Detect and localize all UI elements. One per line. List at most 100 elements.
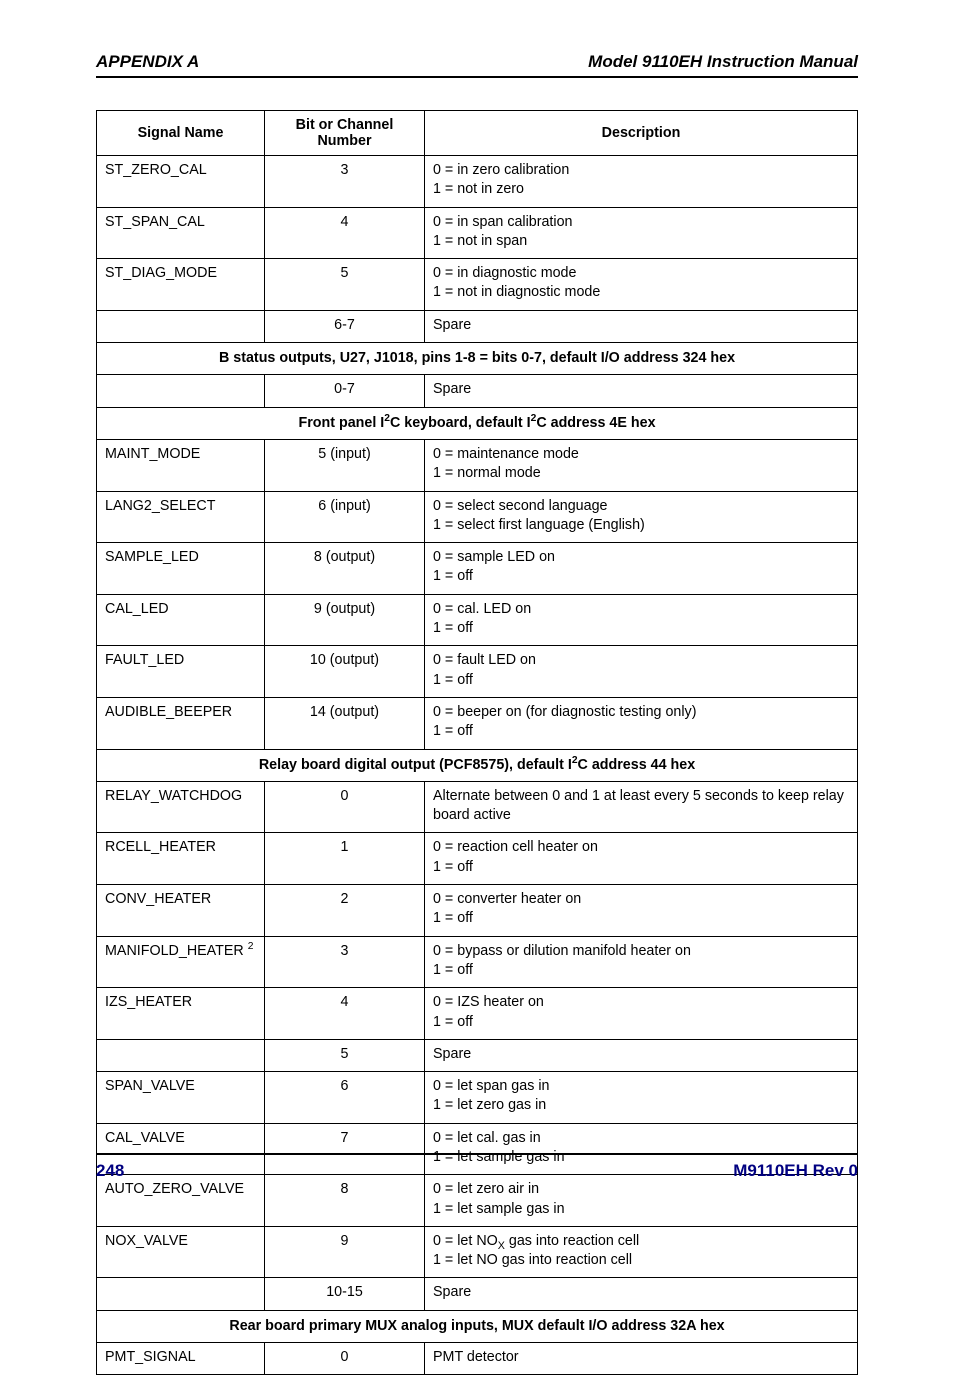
page: APPENDIX A Model 9110EH Instruction Manu…: [0, 0, 954, 1235]
table-row: 5Spare: [97, 1039, 858, 1071]
cell-description: 0 = in diagnostic mode1 = not in diagnos…: [425, 259, 858, 311]
cell-description: Alternate between 0 and 1 at least every…: [425, 781, 858, 833]
page-header: APPENDIX A Model 9110EH Instruction Manu…: [96, 52, 858, 78]
table-row: 10-15Spare: [97, 1278, 858, 1310]
cell-description: 0 = beeper on (for diagnostic testing on…: [425, 697, 858, 749]
page-footer: 248 M9110EH Rev 0: [96, 1153, 858, 1181]
cell-description: 0 = let zero air in1 = let sample gas in: [425, 1175, 858, 1227]
cell-description: 0 = let span gas in1 = let zero gas in: [425, 1072, 858, 1124]
table-row: SPAN_VALVE60 = let span gas in1 = let ze…: [97, 1072, 858, 1124]
section-row: B status outputs, U27, J1018, pins 1-8 =…: [97, 343, 858, 375]
cell-description: Spare: [425, 1039, 858, 1071]
table-header-row: Signal Name Bit or Channel Number Descri…: [97, 111, 858, 156]
table-row: AUTO_ZERO_VALVE80 = let zero air in1 = l…: [97, 1175, 858, 1227]
cell-description: PMT detector: [425, 1343, 858, 1375]
table-row: SAMPLE_LED8 (output)0 = sample LED on1 =…: [97, 543, 858, 595]
cell-description: 0 = fault LED on1 = off: [425, 646, 858, 698]
cell-bit: 0: [265, 781, 425, 833]
cell-description: 0 = sample LED on1 = off: [425, 543, 858, 595]
section-row: Front panel I2C keyboard, default I2C ad…: [97, 407, 858, 439]
cell-description: 0 = reaction cell heater on1 = off: [425, 833, 858, 885]
cell-description: 0 = maintenance mode1 = normal mode: [425, 439, 858, 491]
header-right: Model 9110EH Instruction Manual: [588, 52, 858, 72]
cell-bit: 8: [265, 1175, 425, 1227]
cell-description: 0 = select second language1 = select fir…: [425, 491, 858, 543]
table-row: FAULT_LED10 (output)0 = fault LED on1 = …: [97, 646, 858, 698]
col-header-description: Description: [425, 111, 858, 156]
table-row: LANG2_SELECT6 (input)0 = select second l…: [97, 491, 858, 543]
table-row: CONV_HEATER20 = converter heater on1 = o…: [97, 885, 858, 937]
table-body: ST_ZERO_CAL30 = in zero calibration1 = n…: [97, 156, 858, 1375]
table-row: Relay board digital output (PCF8575), de…: [97, 749, 858, 781]
cell-signal: AUTO_ZERO_VALVE: [97, 1175, 265, 1227]
cell-bit: 2: [265, 885, 425, 937]
table-row: PMT_SIGNAL0PMT detector: [97, 1343, 858, 1375]
col-header-signal: Signal Name: [97, 111, 265, 156]
cell-signal: ST_SPAN_CAL: [97, 207, 265, 259]
cell-bit: 9: [265, 1226, 425, 1278]
cell-signal: ST_ZERO_CAL: [97, 156, 265, 208]
cell-bit: 6 (input): [265, 491, 425, 543]
table-row: ST_SPAN_CAL40 = in span calibration1 = n…: [97, 207, 858, 259]
table-row: 6-7Spare: [97, 310, 858, 342]
cell-signal: RELAY_WATCHDOG: [97, 781, 265, 833]
cell-description: 0 = let NOX gas into reaction cell1 = le…: [425, 1226, 858, 1278]
table-row: NOX_VALVE90 = let NOX gas into reaction …: [97, 1226, 858, 1278]
table-row: IZS_HEATER40 = IZS heater on1 = off: [97, 988, 858, 1040]
cell-description: 0 = cal. LED on1 = off: [425, 594, 858, 646]
table-row: B status outputs, U27, J1018, pins 1-8 =…: [97, 343, 858, 375]
table-row: ST_ZERO_CAL30 = in zero calibration1 = n…: [97, 156, 858, 208]
cell-bit: 9 (output): [265, 594, 425, 646]
cell-signal: ST_DIAG_MODE: [97, 259, 265, 311]
cell-signal: AUDIBLE_BEEPER: [97, 697, 265, 749]
cell-signal: FAULT_LED: [97, 646, 265, 698]
cell-signal: SPAN_VALVE: [97, 1072, 265, 1124]
cell-bit: 0-7: [265, 375, 425, 407]
cell-bit: 5: [265, 1039, 425, 1071]
signal-table: Signal Name Bit or Channel Number Descri…: [96, 110, 858, 1375]
col-header-bit: Bit or Channel Number: [265, 111, 425, 156]
cell-signal: PMT_SIGNAL: [97, 1343, 265, 1375]
cell-description: 0 = converter heater on1 = off: [425, 885, 858, 937]
cell-description: Spare: [425, 310, 858, 342]
cell-signal: LANG2_SELECT: [97, 491, 265, 543]
cell-signal: NOX_VALVE: [97, 1226, 265, 1278]
cell-signal: MAINT_MODE: [97, 439, 265, 491]
cell-bit: 8 (output): [265, 543, 425, 595]
cell-description: 0 = in zero calibration1 = not in zero: [425, 156, 858, 208]
cell-bit: 1: [265, 833, 425, 885]
cell-bit: 6-7: [265, 310, 425, 342]
cell-bit: 3: [265, 156, 425, 208]
cell-description: 0 = bypass or dilution manifold heater o…: [425, 936, 858, 988]
footer-left: 248: [96, 1161, 124, 1181]
table-row: MANIFOLD_HEATER 230 = bypass or dilution…: [97, 936, 858, 988]
table-row: Front panel I2C keyboard, default I2C ad…: [97, 407, 858, 439]
table-row: RELAY_WATCHDOG0Alternate between 0 and 1…: [97, 781, 858, 833]
cell-bit: 14 (output): [265, 697, 425, 749]
cell-signal: [97, 375, 265, 407]
header-left: APPENDIX A: [96, 52, 199, 72]
cell-signal: CAL_LED: [97, 594, 265, 646]
cell-signal: CONV_HEATER: [97, 885, 265, 937]
table-row: CAL_LED9 (output)0 = cal. LED on1 = off: [97, 594, 858, 646]
cell-bit: 5: [265, 259, 425, 311]
section-row: Rear board primary MUX analog inputs, MU…: [97, 1310, 858, 1342]
table-row: MAINT_MODE5 (input)0 = maintenance mode1…: [97, 439, 858, 491]
cell-signal: RCELL_HEATER: [97, 833, 265, 885]
cell-signal: IZS_HEATER: [97, 988, 265, 1040]
cell-description: 0 = IZS heater on1 = off: [425, 988, 858, 1040]
cell-bit: 0: [265, 1343, 425, 1375]
cell-signal: SAMPLE_LED: [97, 543, 265, 595]
section-row: Relay board digital output (PCF8575), de…: [97, 749, 858, 781]
table-row: Rear board primary MUX analog inputs, MU…: [97, 1310, 858, 1342]
table-row: RCELL_HEATER10 = reaction cell heater on…: [97, 833, 858, 885]
table-row: ST_DIAG_MODE50 = in diagnostic mode1 = n…: [97, 259, 858, 311]
cell-bit: 4: [265, 988, 425, 1040]
cell-bit: 10-15: [265, 1278, 425, 1310]
cell-bit: 4: [265, 207, 425, 259]
cell-description: 0 = in span calibration1 = not in span: [425, 207, 858, 259]
table-row: 0-7Spare: [97, 375, 858, 407]
cell-bit: 6: [265, 1072, 425, 1124]
table-row: AUDIBLE_BEEPER14 (output)0 = beeper on (…: [97, 697, 858, 749]
cell-bit: 10 (output): [265, 646, 425, 698]
